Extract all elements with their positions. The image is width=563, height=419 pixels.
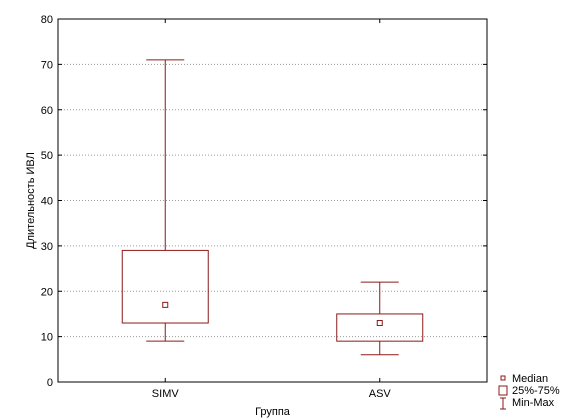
legend: Median 25%-75% Min-Max — [498, 373, 560, 410]
x-axis-title: Группа — [255, 406, 291, 418]
x-tick-label: ASV — [369, 388, 392, 400]
legend-median-marker — [500, 375, 506, 381]
iqr-box — [121, 249, 209, 324]
plot-frame — [57, 18, 488, 383]
iqr-box — [336, 313, 424, 342]
y-tick-label: 20 — [41, 286, 53, 298]
box-simv — [121, 59, 209, 342]
box-asv — [336, 281, 424, 356]
y-axis-ticks: 0 10 20 30 40 50 60 70 80 — [41, 14, 487, 389]
y-tick-label: 70 — [41, 59, 53, 71]
x-axis-ticks: SIMV ASV — [152, 19, 392, 400]
y-axis-title: Длительность ИВЛ — [25, 152, 37, 249]
y-tick-label: 60 — [41, 105, 53, 117]
y-tick-label: 40 — [41, 196, 53, 208]
y-tick-label: 10 — [41, 332, 53, 344]
y-tick-label: 0 — [47, 377, 53, 389]
x-tick-label: SIMV — [152, 388, 180, 400]
median-marker — [376, 320, 383, 327]
y-tick-label: 30 — [41, 241, 53, 253]
box-plot-series — [121, 59, 424, 356]
median-marker — [162, 301, 169, 308]
y-tick-label: 50 — [41, 150, 53, 162]
legend-whisker-marker — [500, 397, 506, 410]
legend-iqr-label: 25%-75% — [512, 385, 560, 397]
legend-box-marker — [498, 385, 508, 396]
grid-lines — [58, 63, 487, 338]
legend-median-label: Median — [512, 373, 548, 385]
legend-minmax-label: Min-Max — [512, 397, 555, 409]
y-tick-label: 80 — [41, 14, 53, 26]
